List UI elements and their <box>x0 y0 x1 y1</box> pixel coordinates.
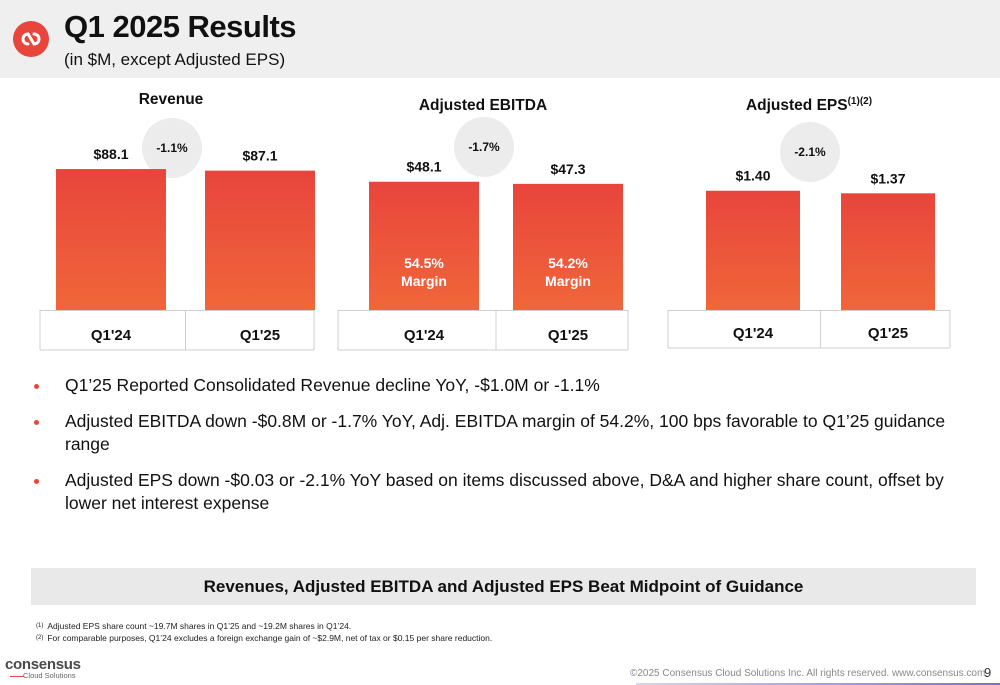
eps-category-label-1: Q1'25 <box>868 325 908 342</box>
footnote-marker: (2) <box>36 635 44 641</box>
bullet-item: Q1’25 Reported Consolidated Revenue decl… <box>34 374 974 397</box>
ebitda-value-label-1: $47.3 <box>550 161 585 177</box>
ebitda-value-label-0: $48.1 <box>406 159 441 175</box>
copyright-text: ©2025 Consensus Cloud Solutions Inc. All… <box>630 668 986 679</box>
ebitda-margin-pct-0: 54.5% <box>404 255 444 271</box>
footnote-1: (1) Adjusted EPS share count ~19.7M share… <box>36 620 492 632</box>
ebitda-bar-0 <box>369 181 479 310</box>
eps-bar-0 <box>706 190 800 310</box>
page-number: 9 <box>984 665 992 680</box>
revenue-category-label-1: Q1'25 <box>240 327 280 344</box>
revenue-value-label-0: $88.1 <box>93 146 128 162</box>
eps-change-bubble <box>780 122 840 182</box>
footnote-text: Adjusted EPS share count ~19.7M shares i… <box>47 621 352 631</box>
ebitda-bar-1 <box>513 183 623 310</box>
eps-change-label: -2.1% <box>794 145 826 159</box>
bullet-text: Adjusted EPS down -$0.03 or -2.1% YoY ba… <box>65 470 944 513</box>
footnotes: (1) Adjusted EPS share count ~19.7M share… <box>36 620 492 644</box>
eps-value-label-1: $1.37 <box>870 170 905 186</box>
ebitda-change-bubble <box>454 117 514 177</box>
revenue-change-bubble <box>142 118 202 178</box>
revenue-bar-1 <box>205 170 315 310</box>
page-subtitle: (in $M, except Adjusted EPS) <box>64 50 286 69</box>
revenue-bar-0 <box>56 169 166 310</box>
guidance-banner: Revenues, Adjusted EBITDA and Adjusted E… <box>31 568 976 605</box>
bullet-dot-icon <box>34 479 39 484</box>
footer-accent-bar <box>636 683 1000 685</box>
header-bar: Q1 2025 Results (in $M, except Adjusted … <box>0 0 1000 78</box>
ebitda-category-label-1: Q1'25 <box>548 327 588 344</box>
footnote-2: (2) For comparable purposes, Q1’24 exclud… <box>36 632 492 644</box>
consensus-logo-icon <box>13 21 49 57</box>
revenue-chart-title: Revenue <box>139 91 204 108</box>
bullet-item: Adjusted EPS down -$0.03 or -2.1% YoY ba… <box>34 469 974 515</box>
eps-value-label-0: $1.40 <box>735 168 770 184</box>
brand-name: consensus <box>5 656 81 673</box>
revenue-chart: Revenue -1.1% $88.1 Q1'24 $87.1 Q1'25 Adjusted… <box>39 91 951 351</box>
revenue-value-label-1: $87.1 <box>242 148 277 164</box>
bullet-list: Q1’25 Reported Consolidated Revenue decl… <box>34 374 974 528</box>
footnote-marker: (1) <box>36 623 44 629</box>
bullet-text: Q1’25 Reported Consolidated Revenue decl… <box>65 375 600 395</box>
brand-subtitle: Cloud Solutions <box>23 671 76 680</box>
page-title: Q1 2025 Results <box>64 9 297 44</box>
eps-bar-1 <box>841 193 935 310</box>
ebitda-margin-label-0: Margin <box>401 273 447 289</box>
brand-underline <box>10 676 24 677</box>
ebitda-margin-label-1: Margin <box>545 273 591 289</box>
ebitda-margin-pct-1: 54.2% <box>548 255 588 271</box>
ebitda-chart-title: Adjusted EBITDA <box>419 97 547 114</box>
charts-area: Revenue -1.1% $88.1 Q1'24 $87.1 Q1'25 Adjusted… <box>0 80 1000 360</box>
bullet-dot-icon <box>34 420 39 425</box>
brand-logo: consensus Cloud Solutions <box>5 656 81 680</box>
eps-chart-title: Adjusted EPS(1)(2) <box>746 96 872 114</box>
bullet-dot-icon <box>34 384 39 389</box>
bullet-text: Adjusted EBITDA down -$0.8M or -1.7% YoY… <box>65 411 946 454</box>
ebitda-change-label: -1.7% <box>468 140 500 154</box>
revenue-category-label-0: Q1'24 <box>91 327 132 344</box>
eps-category-label-0: Q1'24 <box>733 325 774 342</box>
revenue-change-label: -1.1% <box>156 141 188 155</box>
ebitda-category-label-0: Q1'24 <box>404 327 445 344</box>
bullet-item: Adjusted EBITDA down -$0.8M or -1.7% YoY… <box>34 410 974 456</box>
footnote-text: For comparable purposes, Q1’24 excludes … <box>47 633 493 643</box>
